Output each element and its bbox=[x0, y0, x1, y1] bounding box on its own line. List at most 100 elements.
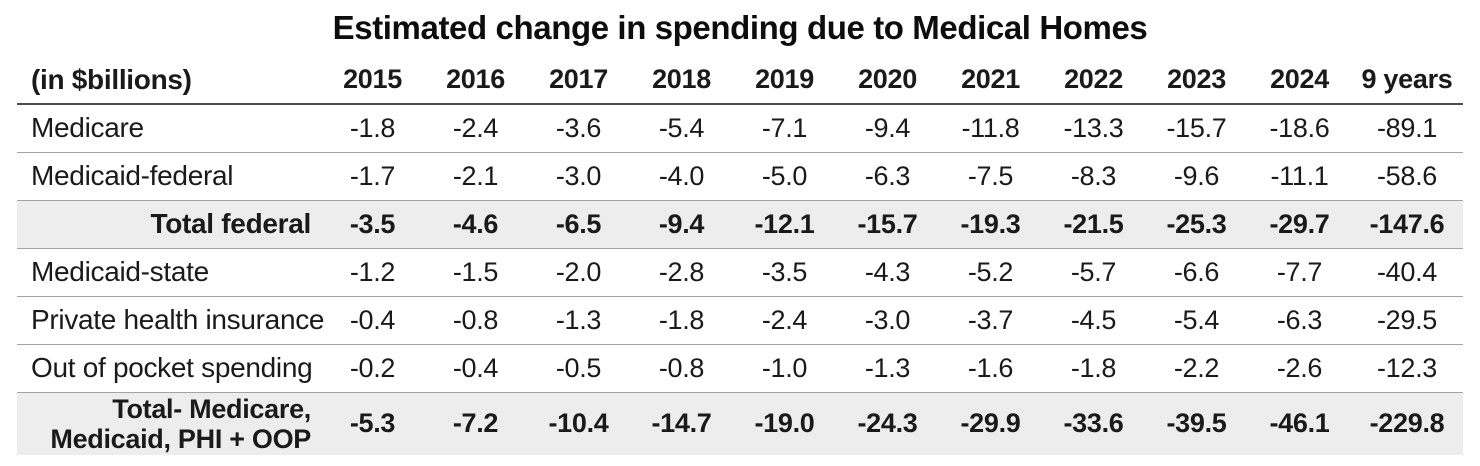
value-cell: -39.5 bbox=[1166, 408, 1227, 438]
value-cell: -4.5 bbox=[1070, 304, 1117, 335]
value-cell: -4.3 bbox=[864, 256, 911, 287]
column-header: 2017 bbox=[549, 64, 608, 94]
row-label: Total- Medicare, Medicaid, PHI + OOP bbox=[50, 393, 311, 454]
value-cell: -4.6 bbox=[452, 208, 499, 239]
table-row: Private health insurance -0.4 -0.8 -1.3 -1.8… bbox=[17, 296, 1463, 344]
value-cell: -58.6 bbox=[1376, 160, 1438, 191]
value-cell: -46.1 bbox=[1269, 408, 1330, 438]
value-cell: -0.8 bbox=[658, 352, 705, 383]
value-cell: -15.7 bbox=[1166, 112, 1227, 143]
column-header: 2018 bbox=[652, 64, 711, 94]
value-cell: -2.0 bbox=[555, 256, 602, 287]
row-label: Out of pocket spending bbox=[31, 352, 313, 383]
row-label: Private health insurance bbox=[31, 304, 325, 335]
value-cell: -2.4 bbox=[452, 112, 499, 143]
column-header: 2024 bbox=[1270, 64, 1329, 94]
column-header: 2021 bbox=[961, 64, 1020, 94]
value-cell: -3.6 bbox=[555, 112, 602, 143]
value-cell: -1.8 bbox=[349, 112, 396, 143]
value-cell: -29.5 bbox=[1376, 304, 1438, 335]
value-cell: -1.5 bbox=[452, 256, 499, 287]
value-cell: -5.4 bbox=[658, 112, 705, 143]
value-cell: -229.8 bbox=[1369, 408, 1445, 438]
value-cell: -18.6 bbox=[1269, 112, 1330, 143]
value-cell: -1.8 bbox=[1070, 352, 1117, 383]
value-cell: -6.5 bbox=[555, 208, 602, 239]
row-label: Total federal bbox=[150, 208, 311, 239]
value-cell: -24.3 bbox=[857, 408, 918, 438]
row-label: Medicaid-state bbox=[31, 256, 209, 287]
unit-label: (in $billions) bbox=[31, 63, 192, 95]
value-cell: -1.0 bbox=[761, 352, 808, 383]
value-cell: -40.4 bbox=[1376, 256, 1438, 287]
column-header: 2016 bbox=[446, 64, 505, 94]
value-cell: -1.3 bbox=[864, 352, 911, 383]
value-cell: -5.0 bbox=[761, 160, 808, 191]
value-cell: -9.6 bbox=[1173, 160, 1220, 191]
value-cell: -19.0 bbox=[754, 408, 815, 438]
row-label: Medicare bbox=[31, 112, 144, 144]
value-cell: -21.5 bbox=[1063, 208, 1124, 239]
value-cell: -1.6 bbox=[967, 352, 1014, 383]
value-cell: -2.6 bbox=[1276, 352, 1323, 383]
value-cell: -2.8 bbox=[658, 256, 705, 287]
value-cell: -5.7 bbox=[1070, 256, 1117, 287]
value-cell: -9.4 bbox=[658, 208, 705, 239]
spending-table: (in $billions) 2015 2016 2017 2018 2019 2020 2… bbox=[17, 56, 1463, 455]
value-cell: -2.2 bbox=[1173, 352, 1220, 383]
value-cell: -13.3 bbox=[1063, 112, 1124, 143]
column-header: 2015 bbox=[343, 64, 402, 94]
value-cell: -14.7 bbox=[651, 408, 712, 438]
value-cell: -0.8 bbox=[452, 304, 499, 335]
value-cell: -2.1 bbox=[452, 160, 499, 191]
page-title: Estimated change in spending due to Medi… bbox=[332, 9, 1148, 46]
value-cell: -5.2 bbox=[967, 256, 1014, 287]
row-label: Medicaid-federal bbox=[31, 160, 234, 191]
value-cell: -12.3 bbox=[1376, 352, 1438, 383]
value-cell: -0.2 bbox=[349, 352, 396, 383]
value-cell: -5.4 bbox=[1173, 304, 1220, 335]
value-cell: -33.6 bbox=[1063, 408, 1124, 438]
value-cell: -0.4 bbox=[452, 352, 499, 383]
value-cell: -147.6 bbox=[1369, 208, 1445, 239]
value-cell: -29.9 bbox=[960, 408, 1021, 438]
value-cell: -8.3 bbox=[1070, 160, 1117, 191]
value-cell: -7.7 bbox=[1276, 256, 1323, 287]
value-cell: -1.7 bbox=[349, 160, 396, 191]
table-row: Medicare -1.8 -2.4 -3.6 -5.4 -7.1 -9.4 -11.8 -13… bbox=[17, 104, 1463, 152]
value-cell: -11.1 bbox=[1270, 160, 1329, 191]
value-cell: -3.0 bbox=[864, 304, 911, 335]
column-header: 2020 bbox=[858, 64, 917, 94]
value-cell: -6.3 bbox=[1276, 304, 1323, 335]
value-cell: -1.2 bbox=[349, 256, 396, 287]
column-header: 2022 bbox=[1064, 64, 1123, 94]
column-header: 9 years bbox=[1361, 64, 1453, 94]
value-cell: -1.3 bbox=[555, 304, 602, 335]
total-row: Total- Medicare, Medicaid, PHI + OOP -5.3 -… bbox=[17, 392, 1463, 455]
table-row: Out of pocket spending -0.2 -0.4 -0.5 -0.8 -1… bbox=[17, 344, 1463, 392]
value-cell: -4.0 bbox=[658, 160, 705, 191]
value-cell: -19.3 bbox=[960, 208, 1021, 239]
value-cell: -3.5 bbox=[761, 256, 808, 287]
value-cell: -15.7 bbox=[857, 208, 918, 239]
table-body: Medicare -1.8 -2.4 -3.6 -5.4 -7.1 -9.4 -11.8 -13… bbox=[17, 104, 1463, 455]
value-cell: -89.1 bbox=[1376, 112, 1438, 143]
value-cell: -5.3 bbox=[349, 408, 396, 438]
value-cell: -3.0 bbox=[555, 160, 602, 191]
value-cell: -7.5 bbox=[967, 160, 1014, 191]
total-row: Total federal -3.5 -4.6 -6.5 -9.4 -12.1 -15.7 -… bbox=[17, 200, 1463, 248]
value-cell: -29.7 bbox=[1269, 208, 1330, 239]
table-head: (in $billions) 2015 2016 2017 2018 2019 2020 2… bbox=[17, 56, 1463, 104]
table-row: Medicaid-state -1.2 -1.5 -2.0 -2.8 -3.5 -4.3 -5… bbox=[17, 248, 1463, 296]
value-cell: -1.8 bbox=[658, 304, 705, 335]
value-cell: -6.3 bbox=[864, 160, 911, 191]
column-header: 2019 bbox=[755, 64, 814, 94]
value-cell: -7.2 bbox=[452, 408, 499, 438]
value-cell: -7.1 bbox=[761, 112, 808, 143]
value-cell: -6.6 bbox=[1173, 256, 1220, 287]
value-cell: -3.7 bbox=[967, 304, 1014, 335]
value-cell: -12.1 bbox=[754, 208, 815, 239]
value-cell: -25.3 bbox=[1166, 208, 1227, 239]
value-cell: -2.4 bbox=[761, 304, 808, 335]
value-cell: -0.5 bbox=[555, 352, 602, 383]
